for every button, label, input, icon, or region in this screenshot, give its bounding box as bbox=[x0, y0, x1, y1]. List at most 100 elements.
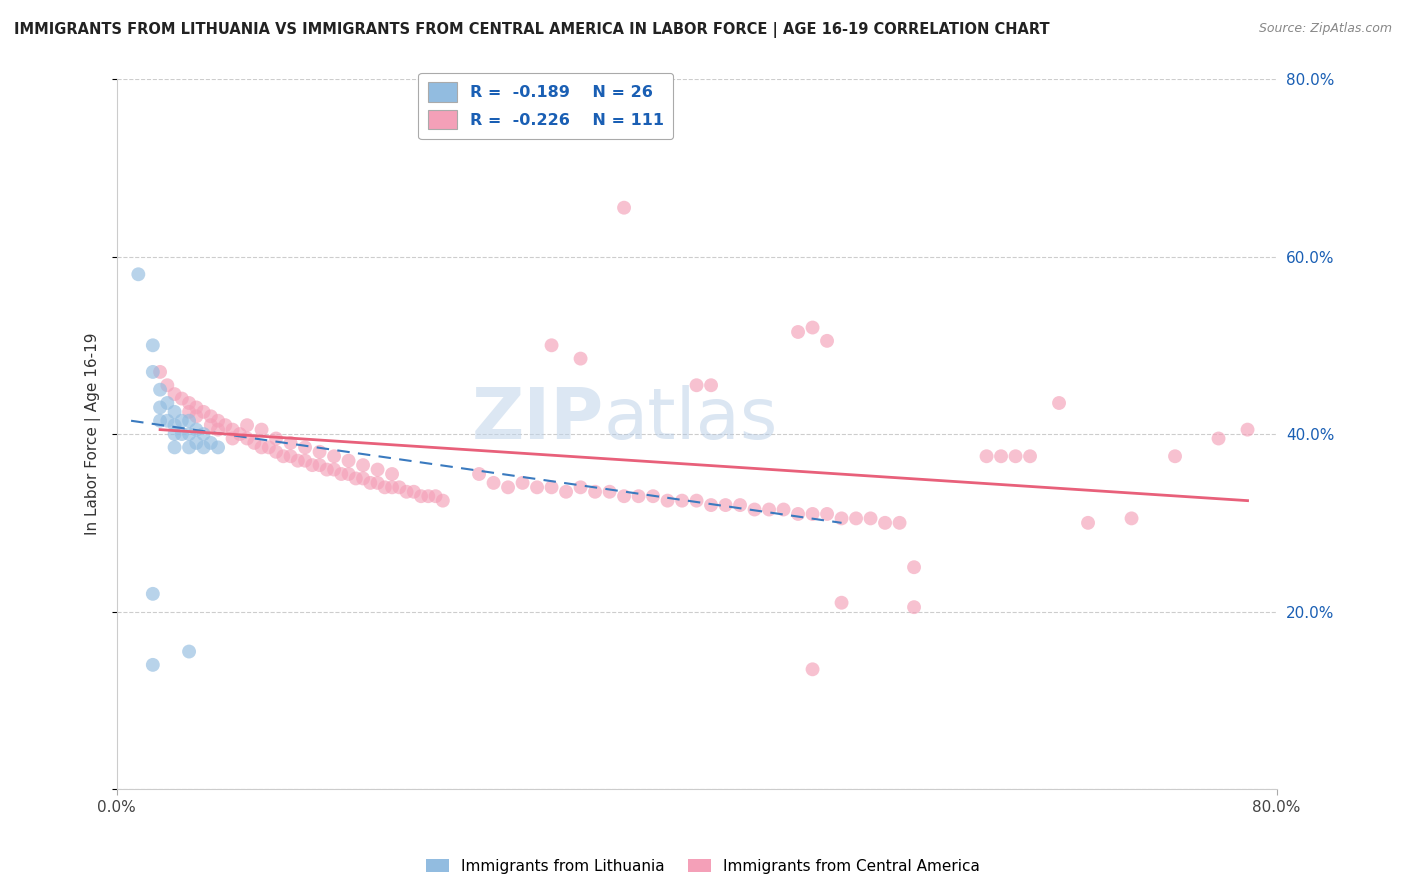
Point bbox=[177, 441, 200, 455]
Point bbox=[374, 480, 396, 494]
Point bbox=[815, 507, 838, 521]
Point bbox=[990, 449, 1012, 463]
Point bbox=[177, 396, 200, 410]
Y-axis label: In Labor Force | Age 16-19: In Labor Force | Age 16-19 bbox=[86, 333, 101, 535]
Point bbox=[170, 392, 193, 406]
Point bbox=[815, 334, 838, 348]
Point bbox=[845, 511, 868, 525]
Point bbox=[700, 378, 723, 392]
Point bbox=[744, 502, 766, 516]
Point bbox=[221, 432, 243, 446]
Point bbox=[163, 405, 186, 419]
Point bbox=[1019, 449, 1042, 463]
Point bbox=[418, 489, 440, 503]
Point bbox=[142, 657, 165, 672]
Point bbox=[468, 467, 491, 481]
Point bbox=[280, 436, 302, 450]
Point bbox=[728, 498, 751, 512]
Point bbox=[1004, 449, 1026, 463]
Point bbox=[280, 449, 302, 463]
Point bbox=[323, 449, 346, 463]
Point bbox=[323, 462, 346, 476]
Point bbox=[425, 489, 447, 503]
Point bbox=[236, 418, 259, 433]
Point bbox=[149, 383, 172, 397]
Point bbox=[170, 414, 193, 428]
Point bbox=[257, 441, 280, 455]
Point bbox=[1077, 516, 1099, 530]
Point bbox=[432, 493, 454, 508]
Point bbox=[1208, 432, 1230, 446]
Point bbox=[496, 480, 519, 494]
Point bbox=[170, 427, 193, 442]
Point bbox=[801, 662, 824, 676]
Point bbox=[337, 453, 360, 467]
Text: Source: ZipAtlas.com: Source: ZipAtlas.com bbox=[1258, 22, 1392, 36]
Point bbox=[801, 507, 824, 521]
Point bbox=[163, 387, 186, 401]
Point bbox=[889, 516, 911, 530]
Point bbox=[641, 489, 664, 503]
Point bbox=[186, 423, 208, 437]
Point bbox=[583, 484, 606, 499]
Point bbox=[671, 493, 693, 508]
Point bbox=[229, 427, 252, 442]
Point bbox=[273, 449, 295, 463]
Point bbox=[193, 405, 215, 419]
Point bbox=[859, 511, 882, 525]
Point bbox=[163, 427, 186, 442]
Point bbox=[367, 475, 389, 490]
Point bbox=[186, 436, 208, 450]
Point bbox=[540, 338, 562, 352]
Point bbox=[409, 489, 432, 503]
Text: IMMIGRANTS FROM LITHUANIA VS IMMIGRANTS FROM CENTRAL AMERICA IN LABOR FORCE | AG: IMMIGRANTS FROM LITHUANIA VS IMMIGRANTS … bbox=[14, 22, 1050, 38]
Legend: R =  -0.189    N = 26, R =  -0.226    N = 111: R = -0.189 N = 26, R = -0.226 N = 111 bbox=[419, 73, 673, 139]
Point bbox=[177, 644, 200, 658]
Point bbox=[186, 409, 208, 424]
Point bbox=[330, 467, 353, 481]
Point bbox=[294, 453, 316, 467]
Point bbox=[352, 458, 374, 472]
Point bbox=[526, 480, 548, 494]
Point bbox=[599, 484, 621, 499]
Point bbox=[1121, 511, 1143, 525]
Point bbox=[177, 427, 200, 442]
Point bbox=[301, 458, 323, 472]
Point bbox=[613, 489, 636, 503]
Point bbox=[156, 378, 179, 392]
Point bbox=[381, 480, 404, 494]
Point bbox=[142, 338, 165, 352]
Point bbox=[613, 201, 636, 215]
Point bbox=[402, 484, 425, 499]
Point bbox=[700, 498, 723, 512]
Point bbox=[207, 423, 229, 437]
Point bbox=[163, 441, 186, 455]
Point bbox=[657, 493, 679, 508]
Point bbox=[142, 365, 165, 379]
Point bbox=[758, 502, 780, 516]
Point bbox=[388, 480, 411, 494]
Point bbox=[685, 378, 707, 392]
Point bbox=[627, 489, 650, 503]
Point bbox=[287, 453, 309, 467]
Point bbox=[367, 462, 389, 476]
Text: atlas: atlas bbox=[603, 385, 778, 454]
Point bbox=[337, 467, 360, 481]
Point bbox=[177, 414, 200, 428]
Point bbox=[149, 365, 172, 379]
Point bbox=[308, 445, 330, 459]
Point bbox=[787, 507, 810, 521]
Point bbox=[221, 423, 243, 437]
Point bbox=[236, 432, 259, 446]
Point bbox=[903, 600, 925, 615]
Point bbox=[482, 475, 505, 490]
Point bbox=[243, 436, 266, 450]
Point bbox=[903, 560, 925, 574]
Point bbox=[1047, 396, 1070, 410]
Point bbox=[714, 498, 737, 512]
Point bbox=[193, 427, 215, 442]
Point bbox=[156, 414, 179, 428]
Point bbox=[315, 462, 337, 476]
Point bbox=[395, 484, 418, 499]
Point bbox=[685, 493, 707, 508]
